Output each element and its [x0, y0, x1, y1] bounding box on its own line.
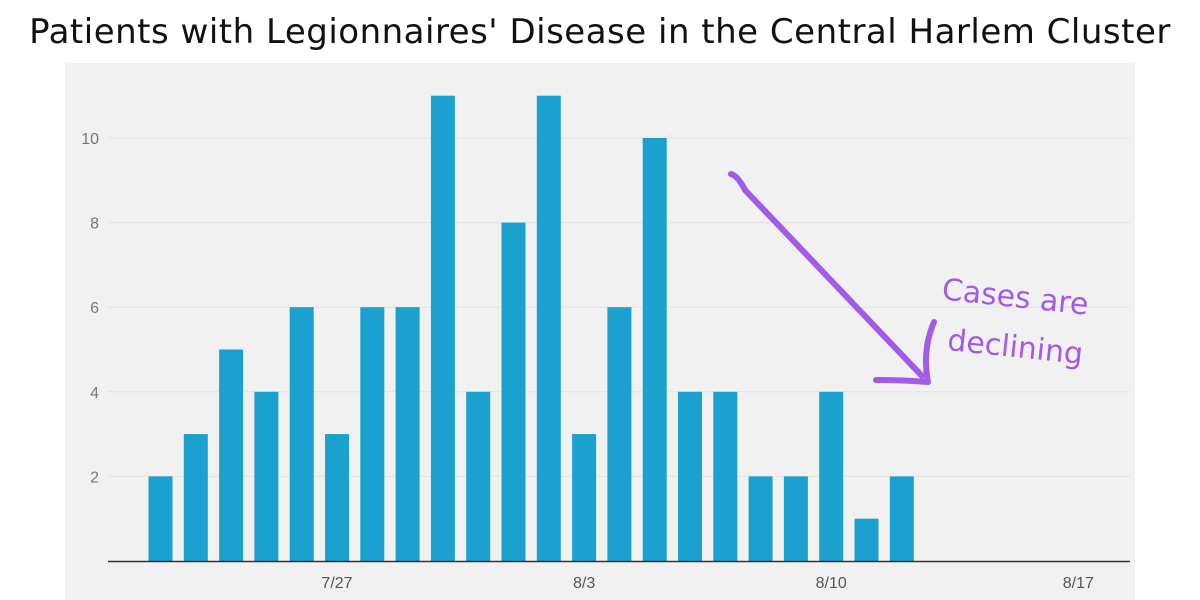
y-tick-label: 10 [81, 131, 99, 148]
bar [466, 391, 491, 561]
bar [783, 476, 808, 561]
bar [819, 391, 844, 561]
y-tick-label: 2 [90, 469, 99, 486]
annotation-text-line2: declining [946, 323, 1085, 372]
bar [748, 476, 773, 561]
bar [219, 349, 244, 561]
bar [395, 307, 420, 561]
y-tick-label: 8 [90, 216, 99, 233]
x-tick-label: 7/27 [321, 575, 352, 592]
bar [148, 476, 173, 561]
annotation-text-line1: Cases are [940, 272, 1090, 322]
bar [607, 307, 632, 561]
bar [325, 434, 349, 561]
x-tick-label: 8/3 [573, 575, 595, 592]
bar [254, 391, 279, 561]
plot-area [65, 63, 1135, 600]
y-tick-label: 6 [90, 300, 99, 317]
x-axis-labels: 7/27 8/3 8/10 8/17 [321, 575, 1094, 592]
bar [572, 434, 597, 561]
y-axis-labels: 2 4 6 8 10 [81, 131, 99, 486]
x-tick-label: 8/10 [816, 575, 847, 592]
bar [360, 307, 385, 561]
bar [854, 518, 879, 561]
y-tick-label: 4 [90, 385, 99, 402]
bar [430, 95, 455, 561]
bar [642, 138, 667, 561]
annotation-arrow-head [873, 319, 937, 385]
chart-title: Patients with Legionnaires' Disease in t… [29, 12, 1171, 52]
bar [889, 476, 914, 561]
bar [501, 222, 526, 561]
bar [713, 391, 738, 561]
annotation-arrow [728, 171, 925, 379]
bar [289, 307, 314, 561]
x-tick-label: 8/17 [1063, 575, 1094, 592]
bar [536, 95, 561, 561]
bars [148, 95, 914, 561]
annotation: Cases are declining [728, 171, 1090, 385]
bar [678, 391, 702, 561]
bar [183, 434, 208, 561]
